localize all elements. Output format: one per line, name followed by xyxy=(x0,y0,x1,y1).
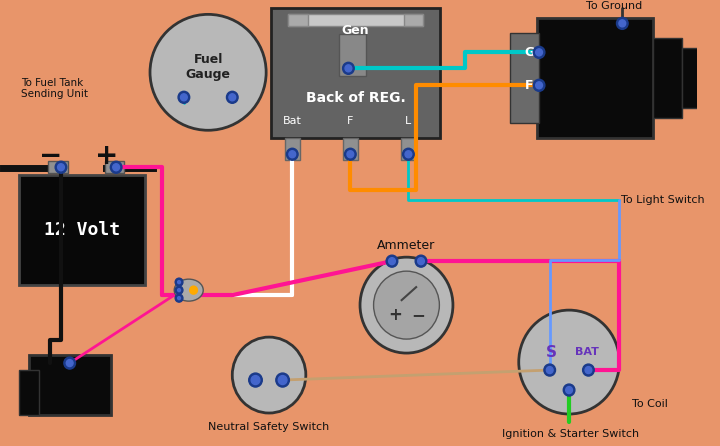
Circle shape xyxy=(248,373,262,387)
Circle shape xyxy=(64,357,76,369)
FancyBboxPatch shape xyxy=(289,14,423,26)
Circle shape xyxy=(229,94,235,101)
Circle shape xyxy=(585,367,592,374)
Circle shape xyxy=(544,364,556,376)
Text: Neutral Safety Switch: Neutral Safety Switch xyxy=(208,422,330,432)
Circle shape xyxy=(386,255,397,267)
FancyBboxPatch shape xyxy=(510,33,539,123)
Circle shape xyxy=(175,278,183,286)
Circle shape xyxy=(546,367,553,374)
Text: To Fuel Tank
Sending Unit: To Fuel Tank Sending Unit xyxy=(22,78,89,99)
Text: −: − xyxy=(411,306,425,324)
Circle shape xyxy=(227,91,238,103)
Circle shape xyxy=(55,161,67,173)
Circle shape xyxy=(563,384,575,396)
Text: BAT: BAT xyxy=(575,347,598,357)
Circle shape xyxy=(345,65,352,72)
FancyBboxPatch shape xyxy=(289,14,307,26)
Text: Fuel
Gauge: Fuel Gauge xyxy=(186,54,230,81)
FancyBboxPatch shape xyxy=(19,175,145,285)
Text: F: F xyxy=(347,116,354,126)
Circle shape xyxy=(402,148,414,160)
Circle shape xyxy=(536,82,542,89)
FancyBboxPatch shape xyxy=(271,8,441,138)
Circle shape xyxy=(178,297,181,300)
FancyBboxPatch shape xyxy=(683,48,700,108)
Circle shape xyxy=(287,148,298,160)
Circle shape xyxy=(251,376,260,384)
FancyBboxPatch shape xyxy=(284,138,300,160)
Circle shape xyxy=(65,358,75,368)
Text: To Coil: To Coil xyxy=(632,399,668,409)
Circle shape xyxy=(347,151,354,158)
Circle shape xyxy=(178,91,189,103)
Circle shape xyxy=(518,310,619,414)
Text: Ignition & Starter Switch: Ignition & Starter Switch xyxy=(503,429,639,439)
Circle shape xyxy=(616,17,628,29)
Text: Ammeter: Ammeter xyxy=(377,239,436,252)
Text: Back of REG.: Back of REG. xyxy=(306,91,405,105)
Text: To Light Switch: To Light Switch xyxy=(621,195,705,205)
Text: S: S xyxy=(546,345,557,359)
Circle shape xyxy=(233,337,306,413)
Circle shape xyxy=(418,258,424,264)
Circle shape xyxy=(389,258,395,264)
Text: L: L xyxy=(405,116,412,126)
Ellipse shape xyxy=(150,14,266,130)
Circle shape xyxy=(405,151,412,158)
Text: +: + xyxy=(95,142,118,170)
Circle shape xyxy=(66,359,73,367)
Circle shape xyxy=(58,164,64,171)
Text: Bat: Bat xyxy=(283,116,302,126)
Circle shape xyxy=(175,286,183,294)
Text: +: + xyxy=(388,306,402,324)
Circle shape xyxy=(582,364,594,376)
Circle shape xyxy=(360,257,453,353)
Circle shape xyxy=(534,79,545,91)
Text: 12 Volt: 12 Volt xyxy=(44,221,120,239)
Circle shape xyxy=(178,281,181,284)
FancyBboxPatch shape xyxy=(48,161,68,173)
Circle shape xyxy=(534,46,545,58)
Circle shape xyxy=(175,294,183,302)
Circle shape xyxy=(536,49,542,56)
Circle shape xyxy=(113,164,120,171)
Circle shape xyxy=(181,94,187,101)
FancyBboxPatch shape xyxy=(404,14,423,26)
Circle shape xyxy=(374,271,439,339)
FancyBboxPatch shape xyxy=(104,161,124,173)
Circle shape xyxy=(276,373,289,387)
FancyBboxPatch shape xyxy=(29,355,112,415)
Circle shape xyxy=(189,286,197,294)
FancyBboxPatch shape xyxy=(19,370,39,415)
Circle shape xyxy=(619,20,626,27)
Text: Gen: Gen xyxy=(342,24,369,37)
Circle shape xyxy=(178,289,181,292)
Circle shape xyxy=(289,151,296,158)
Circle shape xyxy=(67,360,72,366)
Circle shape xyxy=(345,148,356,160)
FancyBboxPatch shape xyxy=(537,18,653,138)
Circle shape xyxy=(415,255,427,267)
FancyBboxPatch shape xyxy=(343,138,358,160)
Text: G: G xyxy=(524,46,534,59)
Circle shape xyxy=(343,62,354,74)
Text: To Ground: To Ground xyxy=(586,1,643,12)
Text: −: − xyxy=(39,142,62,170)
Text: F: F xyxy=(525,79,534,92)
Ellipse shape xyxy=(174,279,203,301)
Circle shape xyxy=(278,376,287,384)
FancyBboxPatch shape xyxy=(400,138,416,160)
FancyBboxPatch shape xyxy=(338,34,366,76)
FancyBboxPatch shape xyxy=(653,38,683,118)
Circle shape xyxy=(566,387,572,393)
Circle shape xyxy=(110,161,122,173)
